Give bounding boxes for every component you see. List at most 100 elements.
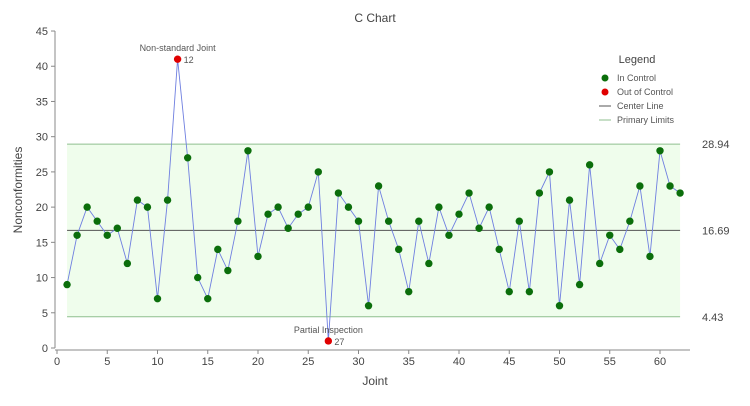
data-point [475, 224, 483, 232]
annotation-point-label: 27 [334, 337, 344, 347]
data-point [143, 203, 152, 211]
legend-label-primary-limits: Primary Limits [617, 115, 675, 125]
data-point [264, 210, 272, 218]
legend-label-out-of-control: Out of Control [617, 87, 673, 97]
data-point [435, 203, 443, 211]
legend: Legend In Control Out of Control Center … [599, 54, 675, 125]
data-point [545, 168, 554, 176]
data-point [284, 224, 292, 232]
data-point [93, 217, 101, 225]
data-point [596, 259, 604, 268]
y-tick-label: 35 [36, 96, 48, 108]
legend-title: Legend [619, 54, 656, 66]
x-tick-label: 10 [151, 356, 163, 368]
legend-marker-out-of-control [601, 88, 609, 96]
data-point [405, 287, 413, 296]
data-point [183, 154, 192, 162]
limit-label: 4.43 [702, 312, 723, 324]
x-tick-label: 25 [302, 356, 314, 368]
y-tick-label: 20 [36, 202, 48, 214]
x-tick-label: 20 [252, 356, 264, 368]
limit-label: 16.69 [702, 225, 730, 237]
data-point [254, 252, 262, 261]
y-tick-label: 5 [42, 308, 48, 320]
chart-title: C Chart [354, 11, 396, 25]
data-point [364, 302, 373, 310]
x-tick-label: 15 [202, 356, 214, 368]
data-point [666, 182, 674, 190]
x-tick-label: 40 [453, 356, 465, 368]
data-point [63, 280, 71, 289]
x-tick-label: 30 [352, 356, 364, 368]
x-tick-label: 50 [553, 356, 565, 368]
data-point [505, 287, 513, 296]
x-axis-label: Joint [362, 374, 388, 388]
data-point [214, 245, 222, 254]
data-point [334, 189, 343, 197]
data-point [485, 203, 493, 211]
legend-label-center-line: Center Line [617, 101, 664, 111]
data-point [465, 189, 473, 197]
data-point [244, 147, 252, 155]
data-point [133, 196, 142, 204]
data-point [224, 266, 232, 275]
annotation-label: Non-standard Joint [140, 43, 217, 53]
series-line [66, 59, 681, 341]
data-point [113, 224, 122, 232]
limit-label: 28.94 [702, 139, 730, 151]
data-point [294, 210, 302, 218]
x-tick-label: 55 [604, 356, 616, 368]
y-tick-label: 30 [36, 132, 48, 144]
data-point [515, 217, 523, 225]
data-point [575, 280, 584, 289]
data-point [676, 189, 684, 197]
data-point [636, 182, 644, 190]
x-tick-label: 0 [54, 356, 60, 368]
data-point-out-of-control [173, 55, 182, 63]
y-tick-label: 45 [36, 26, 48, 38]
y-tick-label: 0 [42, 343, 48, 355]
data-point [415, 217, 423, 225]
data-point [83, 203, 91, 211]
data-point [656, 147, 664, 155]
data-point [274, 203, 282, 211]
data-point [525, 287, 534, 296]
data-point [73, 231, 81, 239]
y-axis-label: Nonconformities [11, 147, 25, 234]
legend-marker-in-control [601, 74, 609, 82]
data-point [455, 210, 463, 218]
data-point [194, 273, 202, 282]
data-point [384, 217, 393, 225]
x-tick-label: 45 [503, 356, 515, 368]
data-point [314, 168, 322, 176]
y-tick-label: 25 [36, 167, 48, 179]
annotation-point-label: 12 [184, 55, 194, 65]
data-point [646, 252, 654, 261]
data-point [535, 189, 544, 197]
data-point [495, 245, 503, 254]
data-point [395, 245, 403, 254]
data-point [374, 182, 383, 190]
data-point [585, 161, 594, 169]
data-point [606, 231, 614, 239]
data-point-out-of-control [324, 337, 333, 345]
x-tick-label: 35 [403, 356, 415, 368]
data-point [153, 294, 162, 303]
data-point [304, 203, 312, 211]
data-point [103, 231, 111, 239]
x-tick-label: 60 [654, 356, 666, 368]
legend-label-in-control: In Control [617, 73, 656, 83]
data-point [163, 196, 172, 204]
data-point [425, 259, 433, 268]
data-point [445, 231, 453, 239]
data-point [626, 217, 634, 225]
data-point [616, 245, 624, 254]
data-point [234, 217, 242, 225]
y-tick-label: 10 [36, 273, 48, 285]
data-point [344, 203, 353, 211]
data-point [123, 259, 132, 268]
plot-area: 28.94 16.69 4.43 0 5 10 15 20 25 30 35 40 45 0 5 10 15 20… [36, 26, 730, 368]
data-point [555, 302, 564, 310]
y-tick-label: 15 [36, 237, 48, 249]
